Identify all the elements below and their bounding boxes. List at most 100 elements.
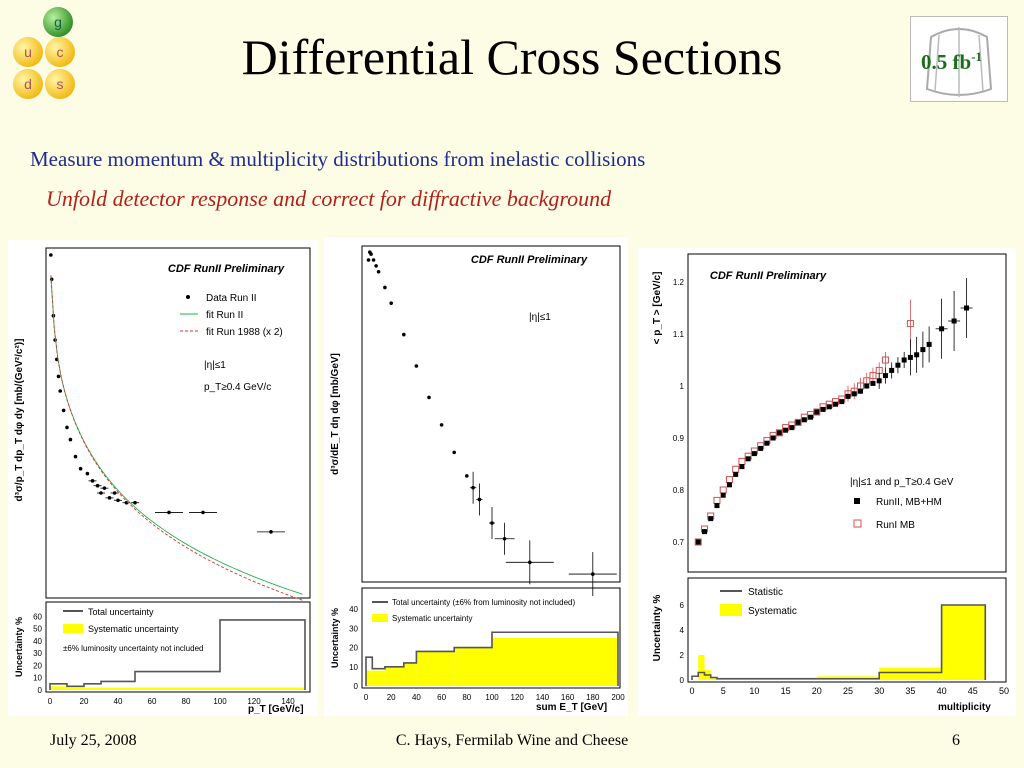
plot1-xtick: 20 xyxy=(80,697,89,706)
data-point xyxy=(85,471,90,476)
plot3-xtick: 20 xyxy=(812,686,822,696)
data-point xyxy=(65,425,69,430)
plot3-xtick: 40 xyxy=(937,686,947,696)
unc1-ytick: 10 xyxy=(33,674,42,683)
runii-point xyxy=(857,388,863,394)
plot2-xtick: 40 xyxy=(412,693,421,702)
runii-point xyxy=(826,404,832,410)
runii-point xyxy=(839,399,845,405)
runii-point xyxy=(770,435,776,441)
sys-band xyxy=(67,687,84,690)
runi-point xyxy=(694,538,702,546)
runii-point xyxy=(907,354,913,360)
sys-band xyxy=(454,647,492,686)
plot2-xtick: 200 xyxy=(611,693,625,702)
runii-point xyxy=(926,341,932,347)
data-point xyxy=(402,332,406,337)
plot1-label: CDF RunII Preliminary xyxy=(168,263,285,275)
sys-band xyxy=(372,670,385,686)
unc3-legend-stat: Statistic xyxy=(748,587,783,598)
runii-point xyxy=(833,401,839,407)
runii-point xyxy=(920,347,926,353)
runii-point xyxy=(726,482,732,488)
sys-band xyxy=(366,670,373,686)
data-point xyxy=(369,252,373,256)
data-point xyxy=(376,269,381,274)
runii-point xyxy=(820,406,826,412)
plot1-legend: Data Run II fit Run II fit Run 1988 (x 2… xyxy=(180,293,283,393)
fit-run2-curve xyxy=(50,275,303,595)
unc2-ytick: 20 xyxy=(349,644,358,653)
runi-point xyxy=(869,372,877,380)
plot3-ytick: 1.2 xyxy=(673,278,685,287)
luminosity-badge: 0.5 fb-1 xyxy=(910,16,1008,102)
plot3-ytick: 0.7 xyxy=(673,538,685,547)
unc2-legend-sys: Systematic uncertainty xyxy=(392,614,472,623)
plot3-xtick: 50 xyxy=(999,686,1009,696)
legend-fit-run2: fit Run II xyxy=(206,310,243,321)
unc1-legend-lumi: ±6% luminosity uncertainty not included xyxy=(63,644,203,653)
plot1-ylabel: d³σ/p_T dp_T dφ dy [mb/(GeV²/c²)] xyxy=(14,339,25,502)
plot-pt-spectrum: CDF RunII Preliminary Data Run II fit Ru… xyxy=(8,240,318,716)
plot2-xtick: 80 xyxy=(462,693,471,702)
plot2-xtick: 20 xyxy=(387,693,396,702)
runii-point xyxy=(851,391,857,397)
plot1-xtick: 80 xyxy=(182,697,191,706)
runii-point xyxy=(701,529,707,535)
lumi-value: 0.5 fb xyxy=(921,50,972,74)
plot1-frame xyxy=(45,247,311,599)
plot3-ylabel: < p_T > [GeV/c] xyxy=(652,272,663,345)
plot2-xtick: 140 xyxy=(536,693,550,702)
unc3-legend-sys: Systematic xyxy=(748,606,797,617)
legend-fit-1988: fit Run 1988 (x 2) xyxy=(206,327,283,338)
unc2-ytick: 0 xyxy=(354,682,359,691)
runii-point xyxy=(795,419,801,425)
total-unc-line xyxy=(49,619,306,690)
quark-s: s xyxy=(57,76,64,92)
unc1-ytick: 50 xyxy=(33,625,42,634)
lumi-exponent: -1 xyxy=(971,49,983,64)
plot2-xtick: 180 xyxy=(586,693,600,702)
sys-band xyxy=(384,666,404,686)
unc1-ytick: 60 xyxy=(33,612,42,621)
data-point xyxy=(61,408,66,413)
runi-point xyxy=(719,486,727,494)
quark-u: u xyxy=(24,44,32,60)
runii-point xyxy=(895,362,901,368)
data-point xyxy=(56,374,61,379)
plot-mean-pt: CDF RunII Preliminary 0.7 0.8 0.9 1 1.1 1.2 |… xyxy=(638,248,1016,716)
unc1-legend-total: Total uncertainty xyxy=(88,607,154,617)
runii-point xyxy=(720,492,726,498)
quark-logo: g u c d s xyxy=(8,6,86,106)
plot1-xtick: 120 xyxy=(247,697,261,706)
data-point xyxy=(414,364,419,368)
annot-pt: p_T≥0.4 GeV/c xyxy=(204,382,271,393)
plot3-label: CDF RunII Preliminary xyxy=(710,270,827,282)
data-point xyxy=(371,258,376,262)
runii-point xyxy=(876,378,882,384)
sys-band xyxy=(879,667,942,680)
plot3-xtick: 15 xyxy=(781,686,791,696)
unc1-ytick: 20 xyxy=(33,661,42,670)
data-point xyxy=(465,474,469,478)
plot3-ytick: 0.8 xyxy=(673,486,685,495)
plot3-xlabel: multiplicity xyxy=(938,702,991,713)
data-point xyxy=(58,389,62,393)
runi-point xyxy=(738,457,746,465)
runi-point xyxy=(794,418,802,426)
legend3-run2: RunII, MB+HM xyxy=(876,497,942,508)
runii-point xyxy=(695,539,701,545)
runii-point xyxy=(783,427,789,433)
runii-point xyxy=(758,445,764,451)
plot3-xtick: 25 xyxy=(843,686,853,696)
runii-point xyxy=(808,414,814,420)
data-point xyxy=(439,423,444,427)
plot1-xtick: 100 xyxy=(213,697,227,706)
runii-point xyxy=(864,383,870,389)
sys-band xyxy=(698,655,705,680)
plot2-xtick: 160 xyxy=(561,693,575,702)
plot1-unc-frame xyxy=(45,601,311,693)
runi-point xyxy=(775,429,783,437)
plot3-xtick: 10 xyxy=(749,686,759,696)
sys-band xyxy=(101,687,135,690)
